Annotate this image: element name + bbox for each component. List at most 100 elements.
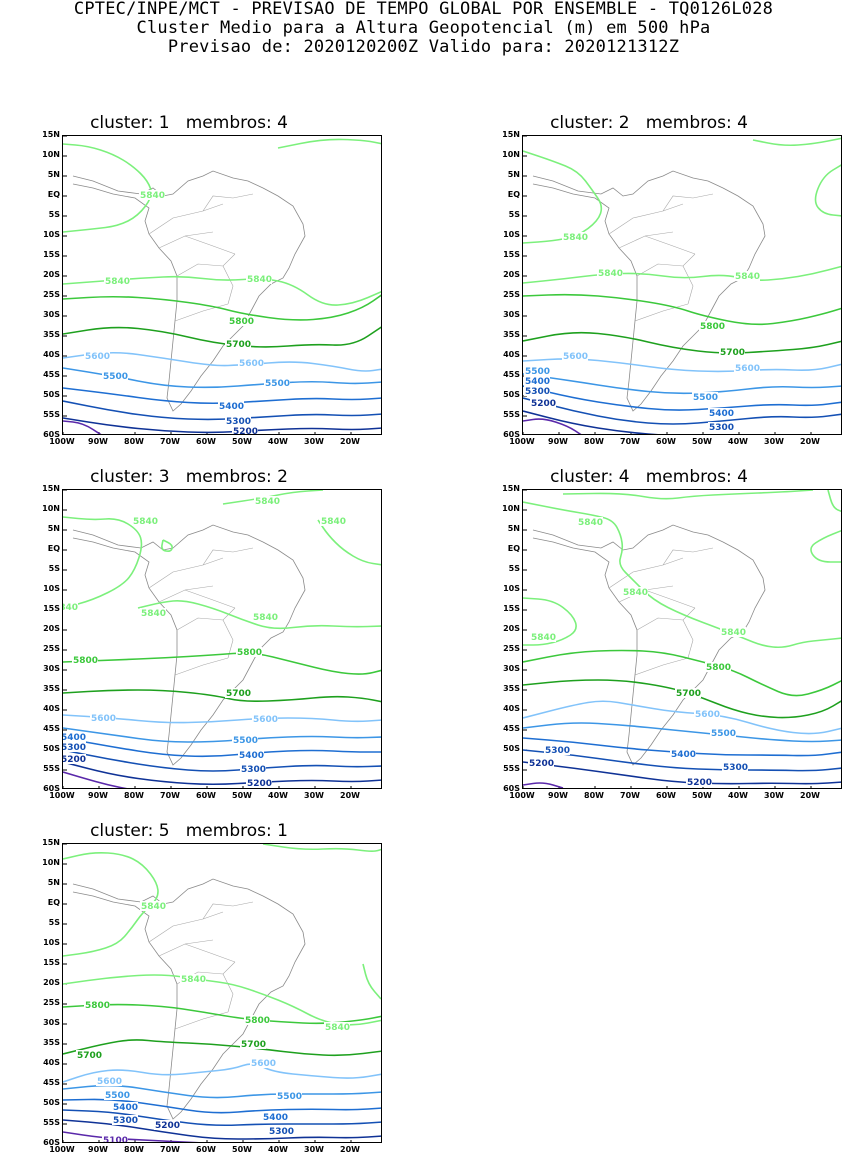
lon-tick-label: 20W: [800, 791, 820, 800]
contour-5600: [523, 700, 841, 735]
lat-tick-label: 10S: [503, 584, 520, 593]
country-border: [222, 973, 234, 1013]
lon-tick-label: 90W: [88, 1145, 108, 1154]
contour-label-5500: 5500: [693, 393, 718, 403]
lat-tick-label: 15N: [502, 484, 520, 493]
contour-5800: [63, 1003, 381, 1025]
contour-label-5400: 5400: [263, 1113, 288, 1123]
lat-tick-label: 45S: [503, 370, 520, 379]
lon-tick-label: 40W: [728, 437, 748, 446]
map-frame: 5840 5840 5840 5840 5800 5700 5600 5500 5400 5300…: [522, 489, 842, 789]
contour-label-bg: [72, 655, 98, 665]
contour-5800: [523, 293, 841, 326]
coastline: [532, 524, 766, 766]
contour-label-bg: [675, 688, 701, 698]
contour-label-bg: [104, 1090, 130, 1100]
lat-tick-label: 45S: [43, 370, 60, 379]
lon-tick-label: 100W: [509, 437, 535, 446]
contour-label-5300: 5300: [709, 423, 734, 433]
contour-label-5300: 5300: [226, 417, 251, 427]
lat-tick-label: 55S: [43, 764, 60, 773]
country-border: [184, 589, 236, 609]
contour-label-5840: 5840: [578, 518, 603, 528]
contour-map: 5840 5840 5840 5840 5800 5700 5600 5500 5400 5300…: [523, 490, 841, 788]
lon-tick-label: 30W: [764, 437, 784, 446]
country-border: [636, 253, 696, 277]
country-border: [202, 547, 254, 566]
contour-label-bg: [76, 1050, 102, 1060]
lon-tick-label: 50W: [232, 437, 252, 446]
lat-tick-label: 5N: [47, 878, 60, 887]
contour-label-5840: 5840: [325, 1023, 350, 1033]
contour-5100: [63, 420, 102, 434]
contour-label-5700: 5700: [226, 340, 251, 350]
contour-label-bg: [692, 392, 718, 402]
coastline: [72, 524, 306, 766]
contour-label-bg: [252, 714, 278, 724]
lat-tick-label: EQ: [47, 544, 60, 553]
contour-label-5840: 5840: [563, 233, 588, 243]
contour-label-bg: [562, 232, 588, 242]
contour-label-5840: 5840: [63, 603, 78, 613]
lon-tick-label: 90W: [88, 437, 108, 446]
contour-label-5500: 5500: [233, 736, 258, 746]
contour-label-5800: 5800: [700, 322, 725, 332]
contour-label-bg: [246, 778, 272, 788]
contour-label-bg: [694, 709, 720, 719]
lon-tick-label: 90W: [548, 437, 568, 446]
lat-tick-label: 45S: [43, 1078, 60, 1087]
contour-label-bg: [139, 190, 165, 200]
contour-label-5400: 5400: [63, 733, 86, 743]
contour-5840: [262, 844, 381, 852]
country-border: [202, 901, 254, 920]
country-border: [176, 253, 236, 277]
map-panel-cluster-2: cluster: 2 membros: 4 15N 10N 5N EQ 5S 10S 15S 2…: [484, 113, 842, 453]
contour-label-bg: [102, 371, 128, 381]
contour-label-5840: 5840: [140, 191, 165, 201]
lon-tick-label: 100W: [49, 791, 75, 800]
contour-label-bg: [250, 1058, 276, 1068]
contour-label-bg: [530, 398, 556, 408]
lat-tick-label: 15N: [42, 838, 60, 847]
lat-tick-label: 20S: [503, 270, 520, 279]
contour-label-bg: [246, 274, 272, 284]
lon-tick-label: 50W: [232, 1145, 252, 1154]
contour-label-bg: [720, 627, 746, 637]
country-border: [148, 557, 224, 589]
contour-label-5840: 5840: [105, 277, 130, 287]
country-border: [634, 303, 689, 322]
contour-5600: [63, 1063, 381, 1083]
contour-label-5200: 5200: [233, 427, 258, 435]
contour-label-5300: 5300: [241, 765, 266, 775]
lat-tick-label: 15S: [43, 604, 60, 613]
country-border: [148, 203, 224, 235]
contour-label-bg: [132, 516, 158, 526]
lat-tick-label: 25S: [43, 998, 60, 1007]
contour-label-5600: 5600: [253, 715, 278, 725]
lon-tick-label: 70W: [160, 437, 180, 446]
lat-tick-label: 15S: [503, 604, 520, 613]
lon-tick-label: 30W: [764, 791, 784, 800]
country-border: [608, 203, 684, 235]
contour-5840: [63, 516, 143, 609]
contour-label-5600: 5600: [695, 710, 720, 720]
lon-tick-label: 70W: [160, 791, 180, 800]
lat-tick-label: 50S: [43, 390, 60, 399]
country-border: [158, 231, 214, 249]
coastline: [532, 170, 766, 412]
lat-tick-label: 35S: [503, 330, 520, 339]
contour-5840: [63, 851, 159, 957]
lat-tick-label: 35S: [43, 1038, 60, 1047]
lat-tick-label: 40S: [43, 1058, 60, 1067]
contour-label-bg: [140, 901, 166, 911]
lat-tick-label: 5S: [48, 918, 60, 927]
contour-label-bg: [154, 1120, 180, 1130]
contour-label-5800: 5800: [73, 656, 98, 666]
contour-label-5400: 5400: [219, 402, 244, 412]
contour-label-bg: [708, 408, 734, 418]
lon-tick-label: 30W: [304, 1145, 324, 1154]
contour-label-5700: 5700: [226, 689, 251, 699]
contour-label-bg: [320, 516, 346, 526]
contour-label-bg: [268, 1126, 294, 1136]
lon-tick-label: 70W: [620, 437, 640, 446]
